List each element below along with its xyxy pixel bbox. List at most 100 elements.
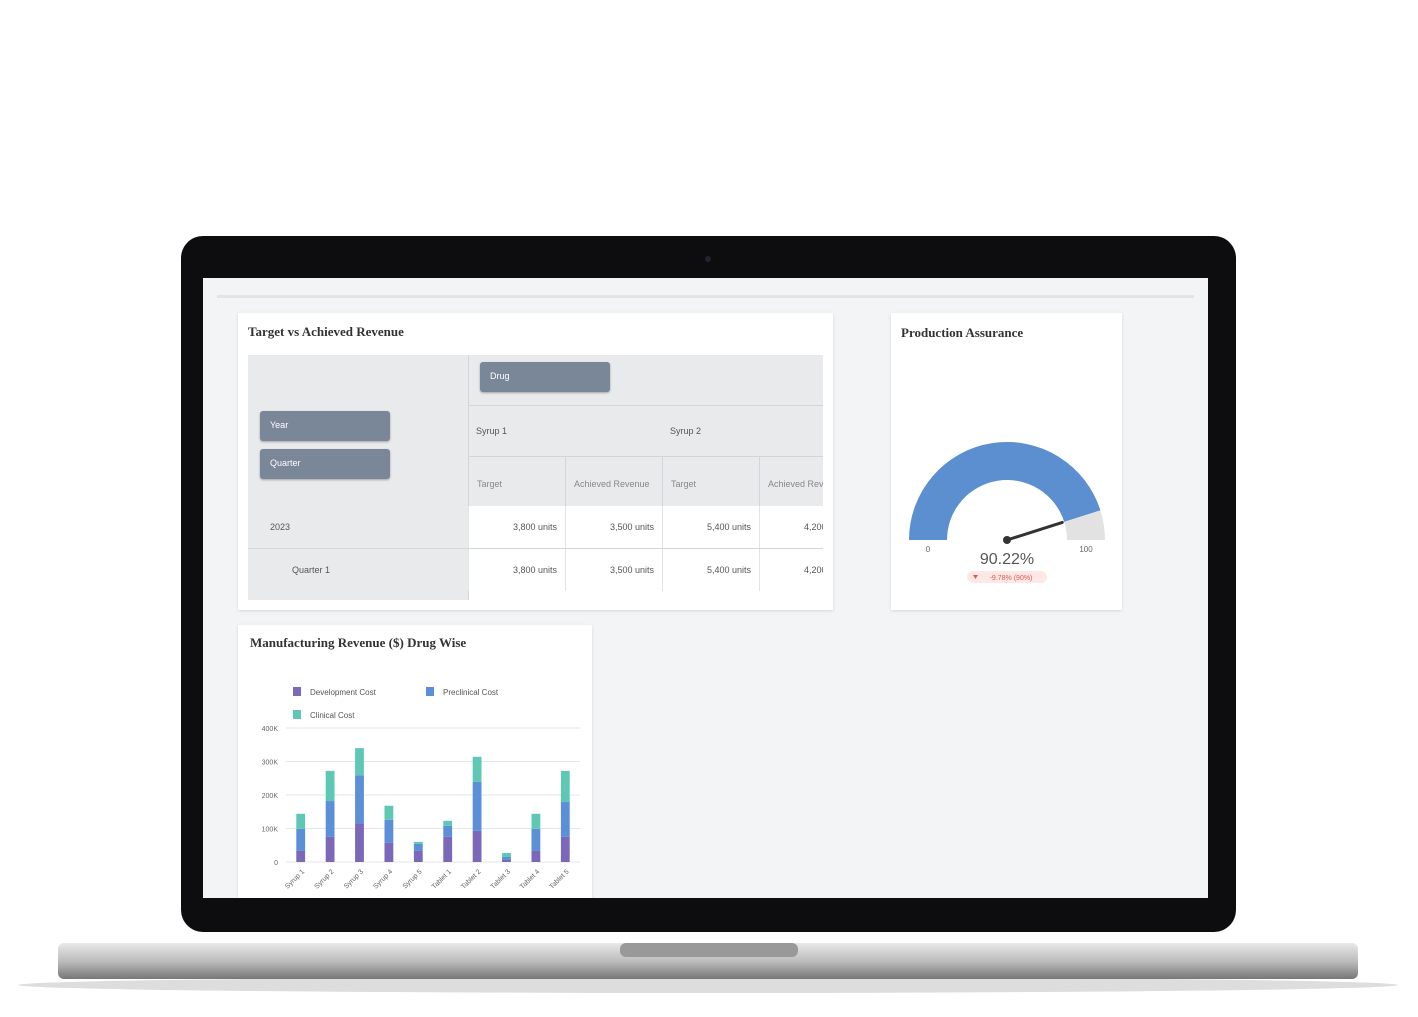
gauge-rest-arc	[1064, 510, 1105, 540]
bar-segment	[413, 841, 423, 844]
bar-segment	[355, 748, 364, 776]
column-group: Syrup 2	[670, 426, 702, 436]
column-header: Achieved Revenue	[759, 457, 823, 506]
bar-segment	[443, 825, 453, 837]
table-cell: 3,500 units	[565, 549, 662, 591]
gauge: 0 100 90.22% -9.78% (90%)	[909, 442, 1105, 583]
needle-hub	[1003, 536, 1011, 544]
bar-segment	[472, 830, 482, 862]
bar-segment	[472, 756, 482, 782]
row-pill[interactable]: Year	[260, 411, 390, 441]
x-tick-label: Syrup 3	[343, 868, 365, 890]
x-tick-label: Tablet 5	[548, 868, 570, 890]
legend-label: Preclinical Cost	[443, 688, 499, 697]
panel-title: Target vs Achieved Revenue	[248, 324, 404, 339]
shadow	[18, 977, 1398, 993]
bar-segment	[531, 850, 541, 862]
gauge-value-arc	[909, 442, 1101, 540]
panel-title: Production Assurance	[901, 325, 1024, 340]
legend-swatch	[293, 710, 301, 719]
column-group: Syrup 1	[476, 426, 508, 436]
bar-segment	[502, 856, 511, 860]
notch	[620, 943, 798, 957]
bar-segment	[413, 843, 423, 851]
bar-segment	[560, 770, 570, 803]
bar-chart: Development Cost Preclinical Cost Clinical…	[262, 687, 580, 891]
gauge-value: 90.22%	[980, 551, 1034, 568]
bar-segment	[443, 836, 453, 862]
delta-badge	[967, 571, 1047, 583]
gauge-max: 100	[1079, 545, 1093, 554]
bar-segment	[325, 836, 335, 862]
y-tick-label: 400K	[262, 726, 279, 733]
chart-panel: Manufacturing Revenue ($) Drug Wise Deve…	[238, 625, 592, 898]
gauge-needle	[1005, 520, 1064, 542]
panel-title: Manufacturing Revenue ($) Drug Wise	[250, 635, 467, 650]
table-cell: 3,800 units	[468, 506, 565, 548]
bar-segment	[355, 775, 364, 824]
bar-segment	[384, 805, 394, 820]
divider	[468, 456, 823, 457]
bar-segment	[413, 850, 423, 862]
bar-segment	[296, 828, 306, 851]
legend-label: Development Cost	[310, 688, 377, 697]
row-pill[interactable]: Quarter	[260, 449, 390, 479]
bar-segment	[325, 770, 335, 802]
x-tick-label: Tablet 2	[460, 868, 482, 890]
table-cell: 3,500 units	[565, 506, 662, 548]
x-tick-label: Tablet 1	[431, 868, 453, 890]
legend-swatch	[426, 687, 434, 696]
bar-segment	[560, 802, 570, 837]
legend-label: Clinical Cost	[310, 711, 355, 720]
bar-segment	[296, 813, 306, 829]
bar-segment	[325, 801, 335, 837]
legend-swatch	[293, 687, 301, 696]
y-tick-label: 200K	[262, 793, 279, 800]
column-header: Target	[468, 457, 565, 506]
bar-segment	[355, 823, 364, 862]
column-pill[interactable]: Drug	[480, 362, 610, 392]
delta-arrow	[973, 575, 978, 579]
x-tick-label: Syrup 4	[372, 868, 394, 890]
gauge-panel: Production Assurance 0 100 90.22% -9.78% (9…	[891, 313, 1122, 610]
bar-segment	[296, 850, 306, 862]
table-cell: 5,400 units	[662, 506, 759, 548]
header-divider	[217, 295, 1194, 298]
divider	[468, 405, 823, 406]
gauge-delta: -9.78% (90%)	[990, 575, 1033, 582]
divider	[248, 548, 823, 549]
y-tick-label: 300K	[262, 760, 279, 767]
bar-segment	[472, 781, 482, 831]
bar-segment	[560, 836, 570, 862]
pivot-table[interactable]: Drug Year Quarter Syrup 1 Syrup 2 Target Ac…	[248, 355, 823, 600]
bar-segment	[384, 842, 394, 862]
row-label: Quarter 1	[292, 565, 331, 575]
row-label: 2023	[270, 522, 291, 532]
bar-segment	[502, 859, 511, 862]
base	[58, 943, 1358, 979]
y-tick-label: 100K	[262, 827, 279, 834]
x-tick-label: Tablet 4	[519, 868, 541, 890]
x-tick-label: Syrup 2	[314, 868, 336, 890]
bar-segment	[384, 819, 394, 843]
y-tick-label: 0	[274, 860, 278, 867]
bar-segment	[531, 813, 541, 829]
column-header: Achieved Revenue	[565, 457, 662, 506]
table-cell: 4,200 units	[759, 549, 823, 591]
bar-segment	[502, 852, 511, 857]
column-header: Target	[662, 457, 759, 506]
x-tick-label: Tablet 3	[490, 868, 512, 890]
row-header	[248, 506, 468, 600]
table-cell: 4,200 units	[759, 506, 823, 548]
bar-segment	[531, 828, 541, 851]
bar-segment	[443, 820, 453, 826]
table-panel: Target vs Achieved Revenue Drug Year Qua…	[238, 313, 833, 610]
gauge-min: 0	[926, 545, 931, 554]
table-cell: 3,800 units	[468, 549, 565, 591]
x-tick-label: Syrup 1	[284, 868, 306, 890]
camera	[705, 256, 711, 262]
screen: Target vs Achieved Revenue Drug Year Qua…	[203, 278, 1208, 898]
x-tick-label: Syrup 5	[402, 868, 424, 890]
table-cell: 5,400 units	[662, 549, 759, 591]
